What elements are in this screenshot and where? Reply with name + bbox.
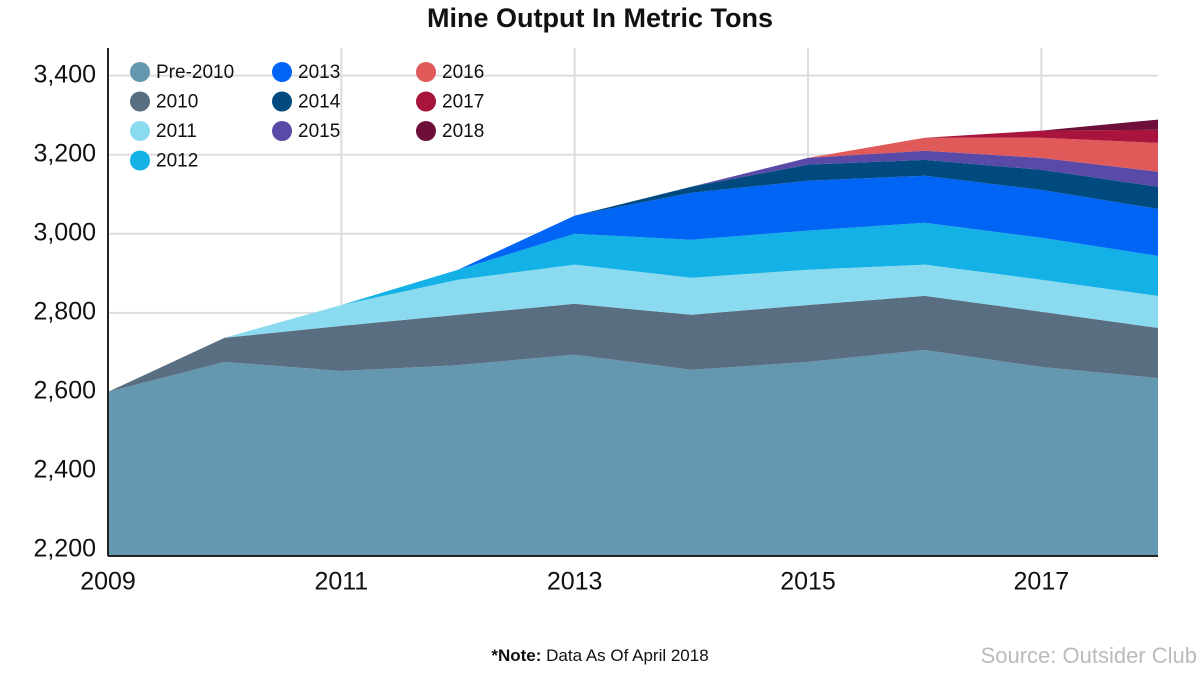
x-tick-label: 2015: [780, 568, 836, 596]
chart-title: Mine Output In Metric Tons: [427, 3, 773, 33]
legend-label: 2013: [298, 62, 340, 83]
note-text: Data As Of April 2018: [546, 646, 709, 665]
legend-swatch: [130, 62, 150, 82]
y-tick-label: 2,200: [33, 535, 96, 563]
y-tick-label: 3,400: [33, 60, 96, 88]
area: [574, 159, 1158, 216]
x-tick-label: 2011: [314, 568, 368, 596]
x-tick-label: 2009: [80, 568, 136, 596]
y-tick-label: 3,000: [33, 218, 96, 246]
legend-label: 2016: [442, 62, 484, 83]
legend-label: 2010: [156, 92, 198, 113]
area: [224, 264, 1158, 338]
area: [924, 129, 1158, 143]
area: [458, 175, 1158, 270]
y-tick-label: 2,800: [33, 297, 96, 325]
legend-label: 2012: [156, 151, 198, 172]
x-tick-label: 2013: [547, 568, 603, 596]
y-tick-label: 2,400: [33, 456, 96, 484]
legend-swatch: [272, 121, 292, 141]
legend-swatch: [416, 121, 436, 141]
y-tick-label: 2,600: [33, 377, 96, 405]
area: [691, 150, 1158, 187]
legend-label: Pre-2010: [156, 62, 234, 83]
legend-swatch: [416, 62, 436, 82]
source: Source: Outsider Club: [981, 643, 1197, 668]
y-tick-label: 3,200: [33, 139, 96, 167]
legend-swatch: [130, 91, 150, 112]
area: [1041, 119, 1158, 131]
area: [808, 137, 1158, 172]
legend-swatch: [272, 62, 292, 82]
note-label: *Note:: [491, 646, 541, 665]
area: [108, 295, 1158, 392]
legend-label: 2014: [298, 92, 341, 113]
x-tick-label: 2017: [1014, 568, 1070, 596]
legend-label: 2018: [442, 121, 484, 142]
legend-swatch: [130, 121, 150, 141]
legend-label: 2017: [442, 92, 484, 113]
legend-label: 2015: [298, 121, 340, 142]
legend-swatch: [272, 91, 292, 112]
area: [341, 222, 1158, 305]
legend-swatch: [130, 150, 150, 171]
area: [108, 350, 1158, 556]
legend-swatch: [416, 91, 436, 112]
note: *Note: Data As Of April 2018: [491, 646, 708, 665]
legend-label: 2011: [156, 121, 197, 142]
